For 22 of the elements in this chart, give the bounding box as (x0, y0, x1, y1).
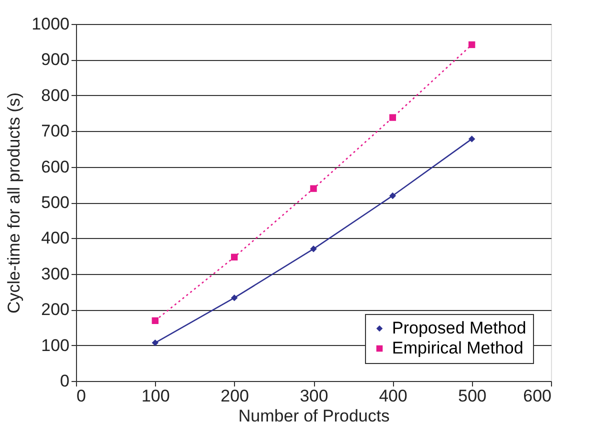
y-tick-label: 100 (41, 336, 70, 355)
y-tick-label: 500 (41, 193, 70, 212)
legend-label: Proposed Method (392, 318, 526, 338)
x-tick-label: 0 (76, 386, 86, 406)
y-tick-label: 0 (60, 372, 70, 390)
x-tick-label: 200 (220, 386, 250, 406)
x-tick-label: 300 (300, 386, 328, 406)
y-tick-label: 400 (41, 228, 70, 248)
y-tick-label: 600 (41, 157, 70, 176)
x-tick-label: 500 (458, 386, 487, 406)
y-tick-label: 200 (41, 300, 70, 320)
y-tick-label: 1000 (32, 14, 70, 34)
legend-label: Empirical Method (392, 338, 524, 358)
x-axis-title: Number of Products (238, 406, 390, 426)
y-tick-label: 800 (41, 86, 70, 105)
x-tick-label: 600 (523, 386, 552, 406)
x-tick-label: 100 (141, 386, 170, 406)
y-tick-label: 900 (41, 50, 70, 70)
y-tick-label: 700 (41, 122, 70, 141)
x-tick-label: 400 (378, 386, 408, 406)
y-axis-title: Cycle-time for all products (s) (4, 92, 24, 314)
y-tick-label: 300 (41, 264, 70, 284)
